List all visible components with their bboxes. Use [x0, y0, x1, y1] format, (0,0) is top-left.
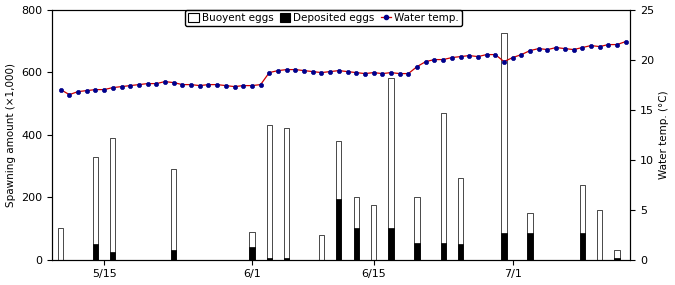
- Bar: [93, 156, 98, 260]
- Bar: [171, 169, 176, 260]
- Bar: [580, 185, 585, 260]
- Bar: [284, 258, 290, 260]
- Y-axis label: Water temp. (°C): Water temp. (°C): [659, 90, 670, 179]
- Bar: [388, 78, 394, 260]
- Bar: [527, 213, 533, 260]
- Bar: [110, 252, 115, 260]
- Bar: [458, 244, 463, 260]
- Bar: [597, 210, 602, 260]
- Bar: [58, 229, 63, 260]
- Bar: [441, 243, 446, 260]
- Bar: [527, 233, 533, 260]
- Bar: [414, 197, 420, 260]
- Bar: [267, 258, 272, 260]
- Bar: [354, 229, 359, 260]
- Bar: [93, 244, 98, 260]
- Bar: [458, 178, 463, 260]
- Bar: [614, 258, 620, 260]
- Bar: [336, 199, 342, 260]
- Bar: [319, 235, 324, 260]
- Bar: [580, 233, 585, 260]
- Bar: [502, 233, 507, 260]
- Bar: [441, 113, 446, 260]
- Bar: [354, 197, 359, 260]
- Bar: [267, 125, 272, 260]
- Legend: Buoyent eggs, Deposited eggs, Water temp.: Buoyent eggs, Deposited eggs, Water temp…: [185, 10, 462, 26]
- Bar: [249, 247, 254, 260]
- Bar: [414, 243, 420, 260]
- Bar: [388, 229, 394, 260]
- Bar: [371, 205, 376, 260]
- Bar: [249, 232, 254, 260]
- Bar: [171, 250, 176, 260]
- Bar: [284, 128, 290, 260]
- Bar: [336, 141, 342, 260]
- Y-axis label: Spawning amount (×1,000): Spawning amount (×1,000): [5, 63, 16, 207]
- Bar: [110, 138, 115, 260]
- Bar: [502, 33, 507, 260]
- Bar: [614, 250, 620, 260]
